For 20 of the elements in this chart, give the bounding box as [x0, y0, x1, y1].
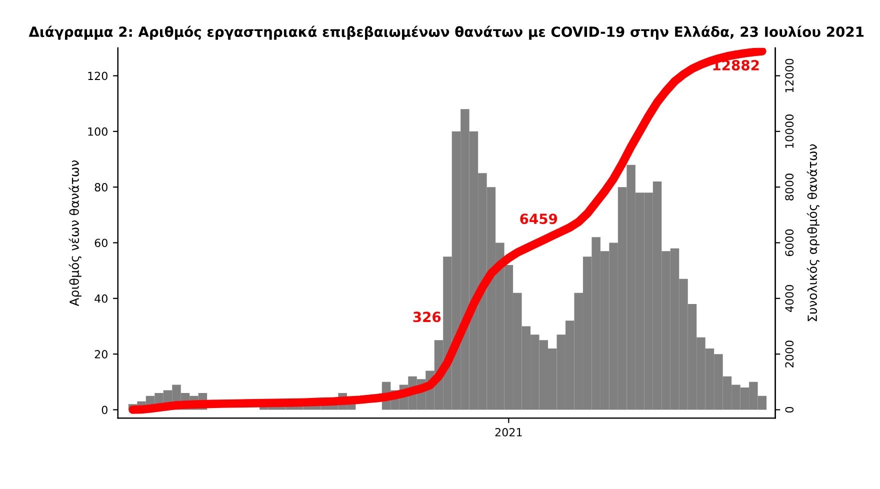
y-tick-label: 80	[94, 183, 108, 192]
y2-tick-label: 4000	[785, 285, 794, 312]
annotation: 326	[413, 312, 441, 322]
y-tick-label: 120	[88, 72, 108, 80]
y-tick-label: 100	[88, 127, 108, 136]
y-tick-label: 40	[94, 294, 108, 303]
y2-tick-label: 8000	[785, 174, 794, 200]
y-tick-label: 60	[94, 238, 108, 248]
y-tick-label: 20	[94, 350, 108, 358]
y2-tick-label: 6000	[785, 229, 794, 256]
y2-tick-label: 2000	[785, 340, 794, 368]
y2-tick-label: 10000	[785, 114, 794, 148]
y2-axis-title: Συνολικός αριθμός θανάτων	[806, 144, 820, 322]
x-tick-label: 2021	[495, 428, 522, 436]
annotation: 6459	[520, 214, 558, 224]
chart-title: Διάγραμμα 2: Αριθμός εργαστηριακά επιβεβαιωμένων θανάτων με COVID-19 στην Ελλάδα, 23 Ιουλίου 2021	[28, 26, 864, 40]
y2-tick-label: 12000	[785, 58, 794, 92]
y2-tick-label: 0	[785, 406, 794, 413]
y-axis-title: Αριθμός νέων θανάτων	[68, 160, 82, 306]
y-tick-label: 0	[102, 406, 108, 414]
